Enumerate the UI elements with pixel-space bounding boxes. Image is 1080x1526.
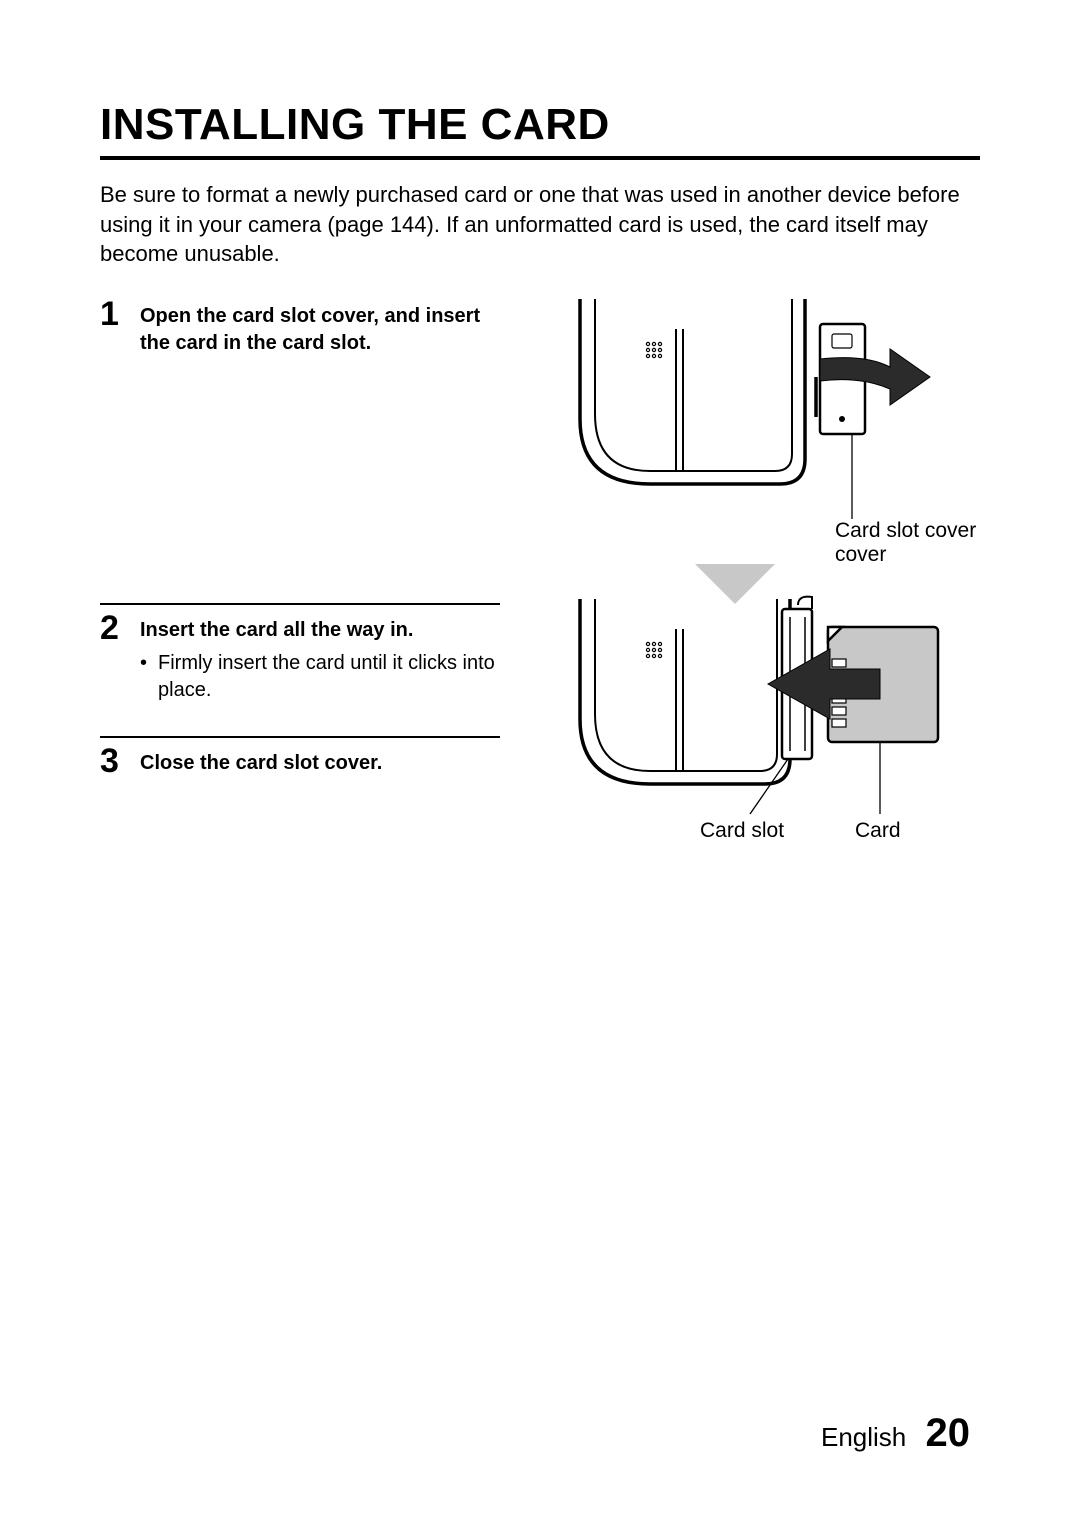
step-bullet: • Firmly insert the card until it clicks… xyxy=(140,650,500,704)
label-card-slot: Card slot xyxy=(700,819,784,842)
diagram-column: Card slot cover cover xyxy=(500,299,980,859)
label-card-slot-cover: Card slot cover xyxy=(835,519,976,542)
step-1: 1 Open the card slot cover, and insert t… xyxy=(100,299,500,357)
step-3: 3 Close the card slot cover. xyxy=(100,736,500,778)
step-number: 3 xyxy=(100,744,140,778)
transition-arrow-icon xyxy=(695,564,775,604)
card-install-diagram: Card slot cover cover xyxy=(520,299,980,859)
footer-language: English xyxy=(821,1422,906,1452)
footer-page-number: 20 xyxy=(926,1411,971,1455)
label-card: Card xyxy=(855,819,901,842)
step-title: Open the card slot cover, and insert the… xyxy=(140,303,500,357)
page-footer: English 20 xyxy=(821,1411,970,1456)
page-title: INSTALLING THE CARD xyxy=(100,100,980,160)
intro-text: Be sure to format a newly purchased card… xyxy=(100,180,980,269)
step-title: Close the card slot cover. xyxy=(140,750,500,777)
step-2: 2 Insert the card all the way in. • Firm… xyxy=(100,603,500,704)
step-number: 2 xyxy=(100,611,140,645)
svg-text:cover: cover xyxy=(835,543,886,566)
steps-column: 1 Open the card slot cover, and insert t… xyxy=(100,299,500,794)
step-title: Insert the card all the way in. xyxy=(140,617,500,644)
step-number: 1 xyxy=(100,297,140,331)
